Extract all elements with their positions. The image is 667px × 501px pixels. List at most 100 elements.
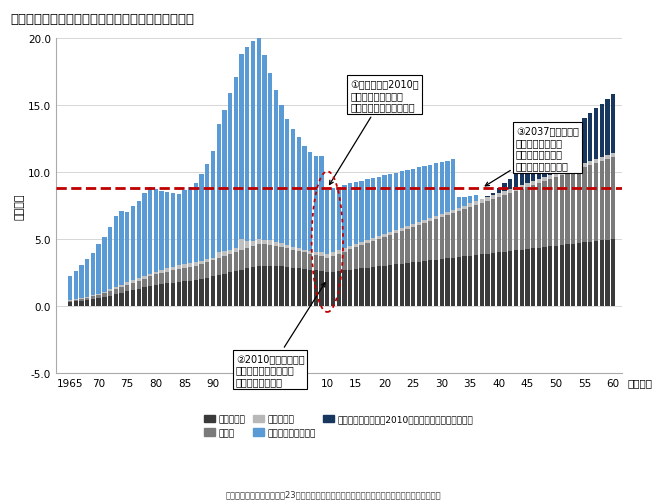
Bar xyxy=(411,227,416,263)
Bar xyxy=(497,253,501,306)
Bar xyxy=(360,242,364,245)
Bar xyxy=(142,193,147,276)
Bar xyxy=(606,156,610,159)
Bar xyxy=(279,247,283,267)
Bar xyxy=(382,266,387,306)
Bar xyxy=(571,168,576,171)
Bar xyxy=(153,272,158,275)
Bar xyxy=(257,244,261,266)
Bar xyxy=(148,286,152,306)
Bar xyxy=(480,200,484,203)
Bar xyxy=(542,178,547,181)
Bar xyxy=(119,211,123,285)
Bar xyxy=(217,259,221,276)
Bar xyxy=(148,275,152,277)
Bar xyxy=(113,294,118,306)
Bar xyxy=(205,278,209,306)
Bar xyxy=(291,250,295,268)
Bar xyxy=(319,256,323,272)
Bar xyxy=(486,197,490,198)
Bar xyxy=(193,280,198,306)
Bar xyxy=(457,198,461,208)
Bar xyxy=(354,270,358,306)
Bar xyxy=(566,133,570,170)
Bar xyxy=(211,277,215,306)
Bar xyxy=(594,109,598,160)
Bar xyxy=(571,171,576,244)
Bar xyxy=(228,94,232,250)
Bar xyxy=(537,156,541,180)
Bar xyxy=(428,261,432,306)
Text: ①新設を含む2010年
以降の投資可能総額
（予算）を横ばいと仮定: ①新設を含む2010年 以降の投資可能総額 （予算）を横ばいと仮定 xyxy=(329,79,419,185)
Bar xyxy=(577,169,581,243)
Bar xyxy=(233,272,238,306)
Bar xyxy=(79,298,83,299)
Bar xyxy=(560,175,564,245)
Bar xyxy=(165,284,169,306)
Bar xyxy=(446,212,450,215)
Bar xyxy=(582,119,587,164)
Bar xyxy=(508,190,512,193)
Bar xyxy=(73,299,78,300)
Bar xyxy=(313,271,318,306)
Bar xyxy=(480,203,484,255)
Bar xyxy=(520,250,524,306)
Bar xyxy=(137,278,141,281)
Bar xyxy=(348,249,352,270)
Bar xyxy=(171,267,175,271)
Bar xyxy=(606,240,610,306)
Bar xyxy=(262,245,267,266)
Bar xyxy=(222,252,227,257)
Bar xyxy=(268,241,272,245)
Bar xyxy=(153,275,158,285)
Bar xyxy=(73,271,78,299)
Bar xyxy=(148,188,152,275)
Bar xyxy=(394,265,398,306)
Bar xyxy=(566,170,570,173)
Bar xyxy=(497,189,501,194)
Bar xyxy=(125,292,129,306)
Bar xyxy=(205,260,209,263)
Bar xyxy=(480,199,484,200)
Bar xyxy=(68,276,72,300)
Bar xyxy=(262,240,267,245)
Bar xyxy=(97,294,101,295)
Bar xyxy=(560,245,564,306)
Bar xyxy=(331,253,336,256)
Bar xyxy=(406,229,410,264)
Bar xyxy=(291,130,295,247)
Bar xyxy=(588,242,592,306)
Bar xyxy=(97,298,101,306)
Bar xyxy=(348,270,352,306)
Bar xyxy=(159,274,163,284)
Bar xyxy=(491,199,496,254)
Bar xyxy=(291,268,295,306)
Bar xyxy=(142,276,147,279)
Bar xyxy=(291,247,295,250)
Bar xyxy=(531,161,536,182)
Bar xyxy=(474,256,478,306)
Bar xyxy=(354,244,358,247)
Bar xyxy=(331,272,336,306)
Bar xyxy=(542,151,547,178)
Bar xyxy=(285,245,289,249)
Bar xyxy=(222,274,227,306)
Bar xyxy=(542,247,547,306)
Bar xyxy=(360,245,364,269)
Bar xyxy=(606,159,610,240)
Bar xyxy=(526,165,530,184)
Bar xyxy=(68,301,72,302)
Bar xyxy=(366,240,370,243)
Bar xyxy=(233,253,238,272)
Bar xyxy=(486,198,490,201)
Bar xyxy=(245,248,249,269)
Bar xyxy=(434,260,438,306)
Bar xyxy=(193,266,198,280)
Bar xyxy=(497,194,501,197)
Bar xyxy=(199,175,203,262)
Bar xyxy=(502,195,507,252)
Bar xyxy=(211,151,215,258)
Bar xyxy=(217,252,221,259)
Bar xyxy=(548,247,552,306)
Bar xyxy=(68,302,72,306)
